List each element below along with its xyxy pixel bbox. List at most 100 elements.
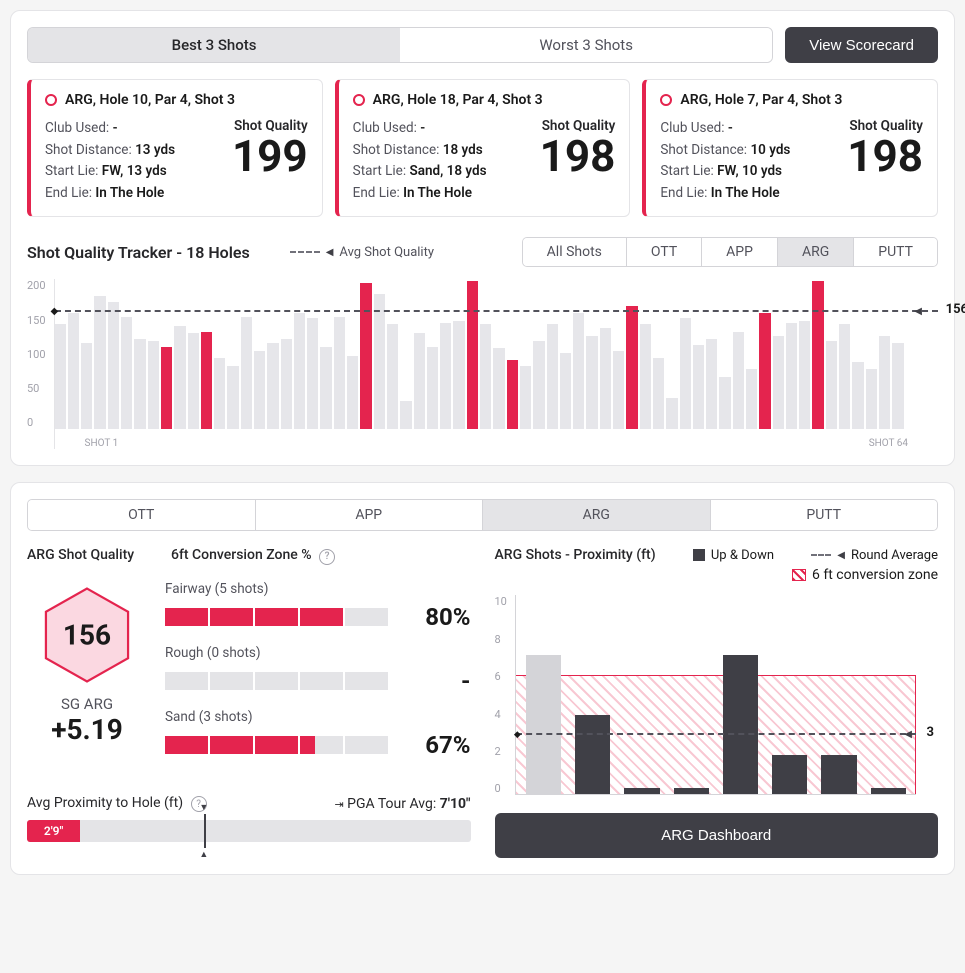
proximity-chart: 1086420 ◆ ◀ 3	[495, 595, 939, 795]
proximity-bar	[526, 655, 561, 794]
prox-avg-line: ◆ ◀ 3	[516, 733, 916, 735]
prox-avg-label: 3	[927, 725, 934, 740]
proximity-bar	[674, 788, 709, 794]
shot-ring-icon	[660, 94, 672, 106]
conversion-bar	[165, 672, 389, 690]
shot-title: ARG, Hole 7, Par 4, Shot 3	[680, 92, 842, 108]
tracker-bar	[507, 360, 518, 429]
proximity-bar	[723, 655, 758, 794]
shot-title: ARG, Hole 18, Par 4, Shot 3	[373, 92, 543, 108]
tracker-tab-app[interactable]: APP	[702, 238, 778, 266]
tour-avg-label: ⇥ PGA Tour Avg: 7'10"	[334, 796, 470, 812]
tracker-bar	[493, 348, 504, 429]
tracker-bar	[108, 302, 119, 430]
bottom-right-col: ARG Shots - Proximity (ft) Up & Down ◀ R…	[495, 547, 939, 858]
view-scorecard-button[interactable]: View Scorecard	[785, 27, 938, 63]
tracker-bar	[680, 318, 691, 429]
tracker-tab-putt[interactable]: PUTT	[854, 238, 937, 266]
shot-details: Club Used: - Shot Distance: 10 yds Start…	[660, 118, 790, 204]
conversion-row: Sand (3 shots) 67%	[165, 709, 471, 759]
tracker-bar	[241, 317, 252, 430]
shot-card[interactable]: ARG, Hole 7, Par 4, Shot 3 Club Used: - …	[642, 79, 938, 217]
arg-sq-title: ARG Shot Quality	[27, 547, 147, 565]
tracker-bar	[174, 326, 185, 430]
tracker-bar	[653, 358, 664, 429]
tracker-bar	[387, 324, 398, 429]
shot-card[interactable]: ARG, Hole 10, Par 4, Shot 3 Club Used: -…	[27, 79, 323, 217]
bottom-tab-app[interactable]: APP	[256, 500, 484, 530]
tracker-bar	[161, 347, 172, 430]
shot-card[interactable]: ARG, Hole 18, Par 4, Shot 3 Club Used: -…	[335, 79, 631, 217]
conversion-pct: -	[409, 667, 471, 695]
bottom-tabs: OTTAPPARGPUTT	[27, 499, 938, 531]
tracker-bar	[360, 283, 371, 429]
tracker-bar	[547, 324, 558, 429]
prox-chart-title: ARG Shots - Proximity (ft)	[495, 547, 656, 563]
best-worst-segmented: Best 3 Shots Worst 3 Shots	[27, 27, 773, 63]
tracker-bar	[467, 281, 478, 430]
tracker-chart: 200150100500 ◆ ◀ 156 SHOT 1 SHOT 64	[27, 279, 938, 449]
tracker-bar	[759, 313, 770, 429]
tracker-bar	[440, 323, 451, 430]
tracker-bar	[427, 347, 438, 430]
proximity-title-row: Avg Proximity to Hole (ft) ? ⇥ PGA Tour …	[27, 795, 471, 813]
tracker-yaxis: 200150100500	[27, 279, 54, 449]
conversion-pct: 80%	[409, 603, 471, 631]
tracker-bar	[826, 341, 837, 430]
tracker-avg-label: 156	[946, 302, 965, 317]
tracker-bar	[453, 321, 464, 430]
proximity-marker	[204, 814, 206, 848]
tracker-tab-ott[interactable]: OTT	[627, 238, 702, 266]
bottom-tab-ott[interactable]: OTT	[28, 500, 256, 530]
tracker-bar	[121, 317, 132, 430]
bottom-left-col: ARG Shot Quality 6ft Conversion Zone % ?…	[27, 547, 471, 858]
proximity-bar	[871, 788, 906, 794]
x-label-end: SHOT 64	[869, 438, 908, 449]
shot-details: Club Used: - Shot Distance: 13 yds Start…	[45, 118, 175, 204]
proximity-fill: 2'9"	[27, 820, 80, 842]
tracker-bar	[148, 341, 159, 430]
tracker-bar	[866, 369, 877, 429]
arg-dashboard-button[interactable]: ARG Dashboard	[495, 813, 939, 858]
tracker-bar	[307, 318, 318, 429]
shot-ring-icon	[45, 94, 57, 106]
tracker-bar	[560, 353, 571, 430]
tracker-bar	[786, 323, 797, 430]
conversion-pct: 67%	[409, 731, 471, 759]
tracker-bar	[879, 336, 890, 430]
tracker-bar	[626, 306, 637, 430]
legend-round-average: ◀ Round Average	[811, 548, 938, 563]
shot-title: ARG, Hole 10, Par 4, Shot 3	[65, 92, 235, 108]
conversion-bar	[165, 608, 389, 626]
help-icon[interactable]: ?	[319, 549, 335, 565]
x-label-start: SHOT 1	[85, 438, 119, 449]
proximity-bar	[772, 755, 807, 795]
tracker-bar	[347, 356, 358, 430]
tracker-bar	[892, 343, 903, 429]
legend-conversion-zone: 6 ft conversion zone	[792, 567, 938, 583]
tracker-bar	[227, 366, 238, 429]
proximity-bar: 2'9"	[27, 820, 471, 842]
seg-best-shots[interactable]: Best 3 Shots	[28, 28, 400, 62]
tracker-tabs: All ShotsOTTAPPARGPUTT	[522, 237, 938, 267]
tracker-bar	[134, 339, 145, 429]
bottom-tab-arg[interactable]: ARG	[483, 500, 711, 530]
tracker-tab-arg[interactable]: ARG	[778, 238, 854, 266]
tracker-tab-all-shots[interactable]: All Shots	[523, 238, 627, 266]
hex-value: 156	[63, 618, 111, 651]
proximity-bar	[575, 715, 610, 795]
arg-detail-card: OTTAPPARGPUTT ARG Shot Quality 6ft Conve…	[10, 482, 955, 875]
tracker-bar	[55, 324, 66, 429]
tracker-bar	[400, 401, 411, 430]
tracker-bar	[640, 324, 651, 429]
shot-card-header: ARG, Hole 7, Par 4, Shot 3	[660, 92, 923, 108]
tracker-bar	[320, 347, 331, 430]
prox-plot: ◆ ◀ 3	[515, 595, 916, 795]
seg-worst-shots[interactable]: Worst 3 Shots	[400, 28, 772, 62]
prox-bars	[516, 595, 916, 794]
tracker-bar	[334, 317, 345, 430]
tracker-bar	[746, 369, 757, 429]
conversion-bar	[165, 736, 389, 754]
bottom-tab-putt[interactable]: PUTT	[711, 500, 938, 530]
tracker-bar	[799, 321, 810, 430]
